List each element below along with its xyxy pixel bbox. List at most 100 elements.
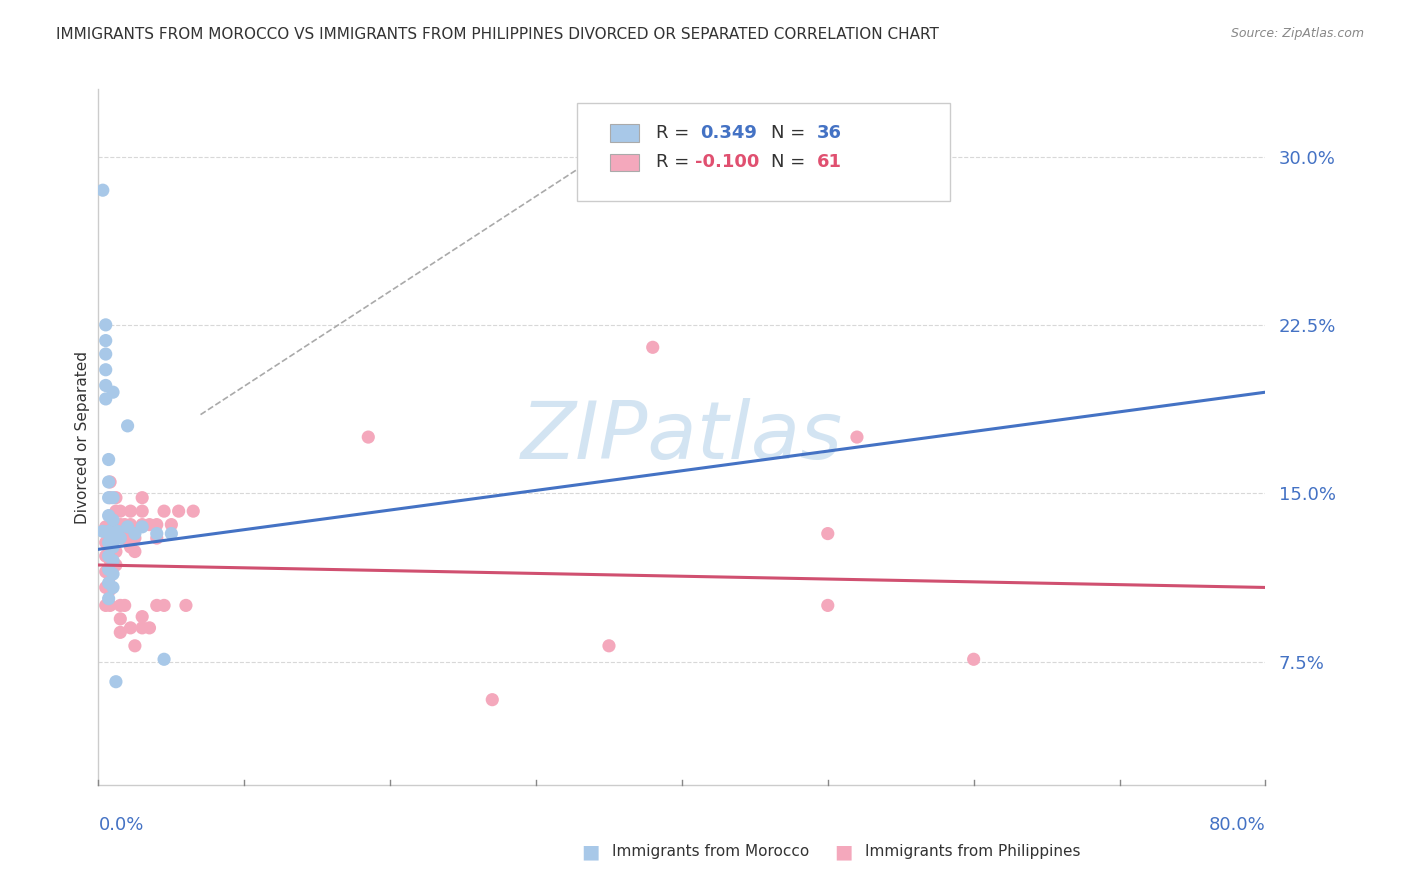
Text: Source: ZipAtlas.com: Source: ZipAtlas.com (1230, 27, 1364, 40)
Point (104, 517, 127, 532)
Point (146, 526, 169, 541)
Point (104, 674, 127, 689)
Point (110, 504, 132, 518)
Point (114, 517, 136, 532)
Point (117, 520, 139, 534)
Point (120, 540, 142, 554)
Text: ■: ■ (581, 842, 600, 862)
Point (97, 535, 120, 549)
Point (131, 621, 153, 635)
Point (97, 591, 120, 606)
Point (101, 553, 124, 567)
Point (153, 652, 176, 666)
Text: ■: ■ (834, 842, 853, 862)
Text: 61: 61 (817, 153, 842, 171)
Text: Immigrants from Philippines: Immigrants from Philippines (865, 845, 1080, 859)
Point (641, 340, 664, 354)
Point (114, 531, 136, 545)
Point (120, 531, 142, 545)
Point (98, 553, 121, 567)
FancyBboxPatch shape (610, 124, 638, 142)
Point (104, 531, 127, 545)
Point (101, 491, 124, 505)
Point (98, 599, 121, 613)
Point (120, 621, 142, 635)
Text: R =: R = (657, 153, 695, 171)
Point (97, 562, 120, 576)
Point (124, 544, 146, 558)
Point (124, 639, 146, 653)
Point (94, 347, 117, 361)
Text: R =: R = (657, 124, 695, 142)
Point (160, 526, 183, 541)
Point (131, 491, 153, 505)
Point (98, 569, 121, 583)
Point (101, 581, 124, 595)
Point (104, 491, 127, 505)
Point (101, 540, 124, 554)
Text: -0.100: -0.100 (695, 153, 759, 171)
Point (817, 599, 839, 613)
Point (98, 508, 121, 523)
Point (160, 517, 183, 532)
Point (98, 540, 121, 554)
Point (110, 599, 132, 613)
Point (120, 504, 142, 518)
Text: IMMIGRANTS FROM MOROCCO VS IMMIGRANTS FROM PHILIPPINES DIVORCED OR SEPARATED COR: IMMIGRANTS FROM MOROCCO VS IMMIGRANTS FR… (56, 27, 939, 42)
Text: N =: N = (770, 124, 811, 142)
Point (97, 491, 120, 505)
Point (153, 504, 176, 518)
FancyBboxPatch shape (576, 103, 950, 201)
Text: 80.0%: 80.0% (1209, 816, 1265, 834)
Point (104, 544, 127, 558)
Point (117, 418, 139, 433)
Point (94, 535, 117, 549)
Point (94, 549, 117, 563)
FancyBboxPatch shape (610, 153, 638, 171)
Point (97, 576, 120, 591)
Text: 0.0%: 0.0% (98, 816, 143, 834)
Point (124, 531, 146, 545)
Point (962, 652, 984, 666)
Point (138, 621, 160, 635)
Point (120, 517, 142, 532)
Point (146, 517, 169, 532)
Point (94, 378, 117, 392)
Point (114, 599, 136, 613)
Point (94, 565, 117, 579)
Point (94, 599, 117, 613)
Point (153, 599, 176, 613)
Point (98, 582, 121, 597)
Text: 0.349: 0.349 (700, 124, 758, 142)
Point (94, 334, 117, 348)
Point (138, 517, 160, 532)
Point (97, 508, 120, 523)
Point (817, 526, 839, 541)
Text: ZIPatlas: ZIPatlas (520, 398, 844, 476)
Point (357, 430, 380, 444)
Point (94, 318, 117, 332)
Point (94, 392, 117, 406)
Point (94, 363, 117, 377)
Point (101, 566, 124, 581)
Point (105, 524, 128, 539)
Point (94, 520, 117, 534)
Point (146, 599, 169, 613)
Point (91, 524, 114, 539)
Point (131, 520, 153, 534)
Point (94, 581, 117, 595)
Text: 36: 36 (817, 124, 842, 142)
Point (97, 524, 120, 539)
Text: Immigrants from Morocco: Immigrants from Morocco (612, 845, 808, 859)
Point (91, 183, 114, 197)
Text: N =: N = (770, 153, 811, 171)
Point (124, 526, 146, 541)
Y-axis label: Divorced or Separated: Divorced or Separated (75, 351, 90, 524)
Point (110, 625, 132, 640)
Point (146, 531, 169, 545)
Point (131, 504, 153, 518)
Point (98, 475, 121, 489)
Point (846, 430, 869, 444)
Point (181, 504, 204, 518)
Point (98, 491, 121, 505)
